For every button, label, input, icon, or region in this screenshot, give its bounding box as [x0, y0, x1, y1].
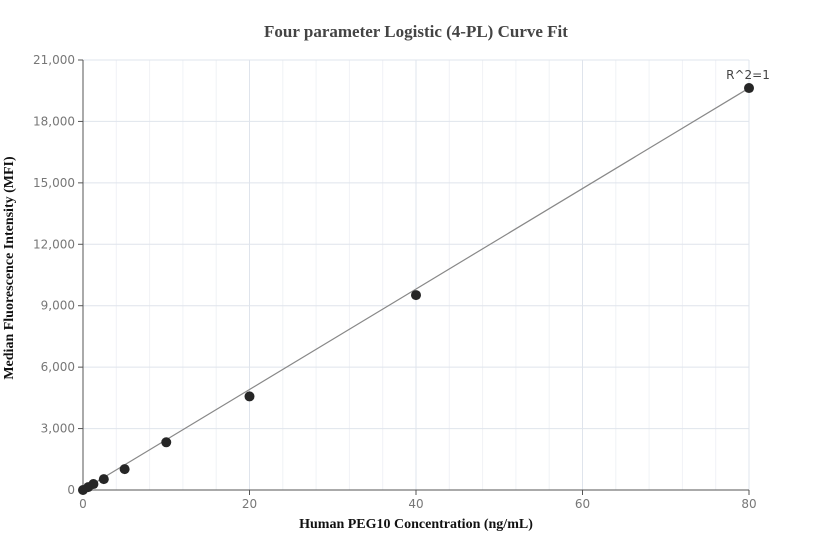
y-tick-label: 6,000: [41, 360, 75, 374]
data-point: [411, 290, 421, 301]
x-tick-label: 60: [575, 497, 590, 511]
data-point: [244, 391, 255, 402]
data-point: [98, 474, 109, 485]
fit-curve: [82, 87, 750, 491]
r-squared-annotation: R^2=1: [726, 68, 770, 82]
x-tick-label: 40: [408, 497, 423, 511]
data-point: [88, 479, 99, 490]
y-tick-label: 9,000: [41, 299, 75, 313]
y-tick-label: 3,000: [41, 422, 75, 436]
x-tick-label: 20: [242, 497, 257, 511]
y-tick-label: 21,000: [33, 53, 75, 67]
x-tick-label: 80: [741, 497, 756, 511]
y-tick-label: 12,000: [33, 237, 75, 251]
y-tick-label: 15,000: [33, 176, 75, 190]
y-tick-label: 0: [67, 483, 75, 497]
chart-title: Four parameter Logistic (4-PL) Curve Fit: [264, 22, 568, 41]
y-tick-label: 18,000: [33, 114, 75, 128]
x-axis-label: Human PEG10 Concentration (ng/mL): [299, 517, 533, 532]
x-tick-label: 0: [79, 497, 87, 511]
data-point: [744, 83, 754, 94]
data-point: [119, 464, 130, 475]
data-point: [161, 437, 172, 448]
